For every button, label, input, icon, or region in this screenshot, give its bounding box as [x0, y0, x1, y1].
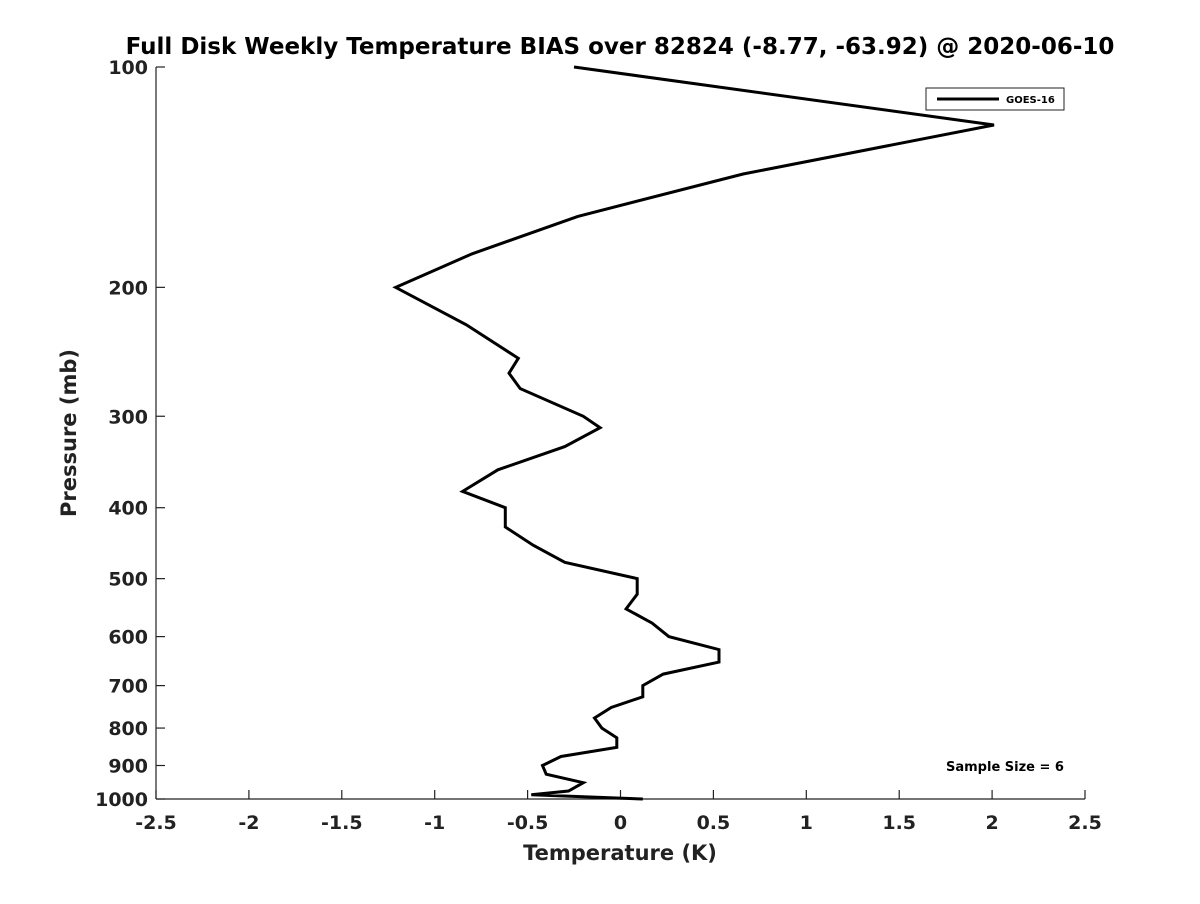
y-tick-label: 400	[108, 498, 148, 520]
y-tick-label: 200	[108, 277, 148, 299]
x-axis-ticks: -2.5 -2 -1.5 -1 -0.5 0 0.5 1 1.5 2 2.5	[135, 790, 1102, 834]
y-tick-label: 300	[108, 406, 148, 428]
y-tick-label: 900	[108, 756, 148, 778]
series-line-goes16	[392, 65, 995, 801]
x-tick-label: -0.5	[507, 812, 549, 834]
x-axis-label: Temperature (K)	[523, 841, 717, 865]
x-tick-label: 1.5	[882, 812, 916, 834]
x-tick-label: -2	[238, 812, 259, 834]
x-tick-label: 0	[614, 812, 627, 834]
y-axis-label: Pressure (mb)	[57, 349, 81, 517]
x-tick-label: -1.5	[321, 812, 363, 834]
x-tick-label: 1	[800, 812, 813, 834]
y-tick-label: 500	[108, 569, 148, 591]
legend: GOES-16	[925, 87, 1065, 111]
series-layer	[392, 65, 995, 801]
x-tick-label: 0.5	[697, 812, 731, 834]
y-tick-label: 1000	[95, 789, 148, 811]
y-tick-label: 800	[108, 718, 148, 740]
y-tick-label: 600	[108, 627, 148, 649]
x-tick-label: -1	[424, 812, 445, 834]
y-axis-ticks: 100 200 300 400 500 600 700 800 900 1000	[95, 57, 165, 811]
y-tick-label: 700	[108, 676, 148, 698]
sample-size-annotation: Sample Size = 6	[946, 760, 1064, 775]
y-tick-label: 100	[108, 57, 148, 79]
plot-area: -2.5 -2 -1.5 -1 -0.5 0 0.5 1 1.5 2 2.5 100 200 300 40…	[95, 57, 1102, 834]
x-tick-label: -2.5	[135, 812, 177, 834]
legend-entry-goes16: GOES-16	[1006, 95, 1055, 106]
x-tick-label: 2.5	[1068, 812, 1102, 834]
x-tick-label: 2	[985, 812, 998, 834]
chart-title: Full Disk Weekly Temperature BIAS over 8…	[126, 34, 1115, 60]
